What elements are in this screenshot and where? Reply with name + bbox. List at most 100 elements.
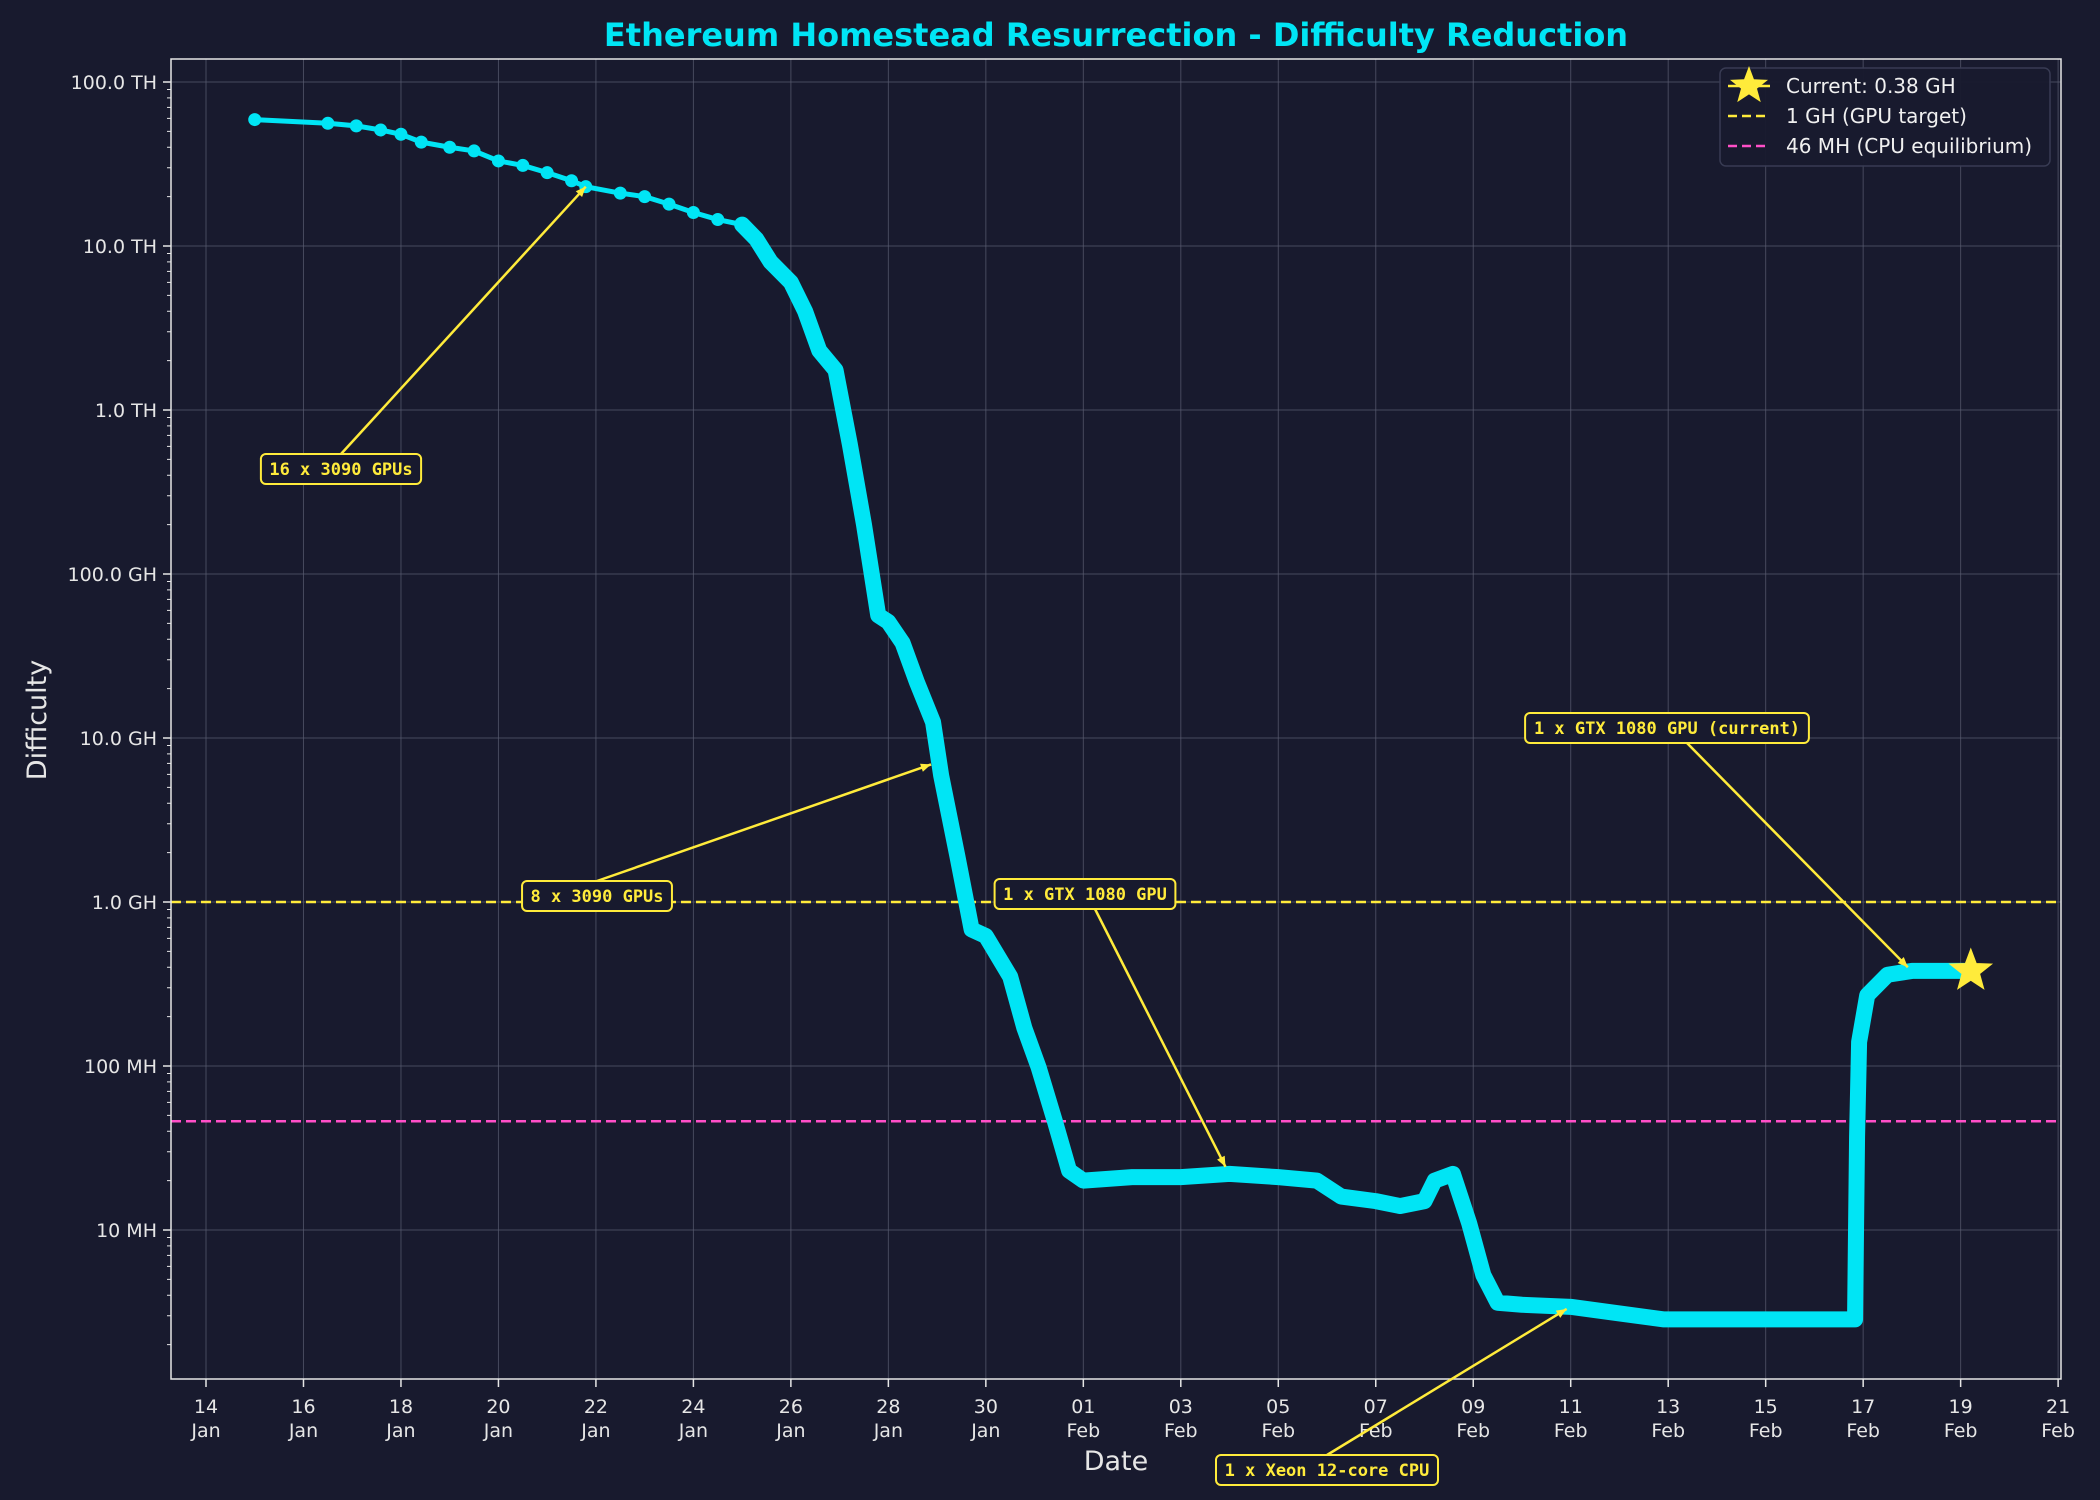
data-point — [1393, 1199, 1407, 1213]
data-point — [910, 675, 924, 689]
plot-frame — [170, 58, 2062, 1380]
data-point — [965, 922, 979, 936]
data-point — [1125, 1170, 1139, 1184]
data-point — [735, 218, 749, 232]
annotation-arrow — [1326, 1307, 1568, 1457]
data-point — [896, 636, 910, 650]
x-tick-label: Feb — [1456, 1420, 1490, 1442]
x-tick-label: Jan — [190, 1420, 220, 1442]
annotation-box — [1215, 1454, 1439, 1486]
legend-label: 1 GH (GPU target) — [1786, 104, 1967, 128]
x-tick-label: 01 — [1071, 1396, 1095, 1418]
x-tick-label: Feb — [1359, 1420, 1393, 1442]
x-tick-label: 17 — [1851, 1396, 1875, 1418]
annotation-arrowhead-icon — [1555, 1308, 1567, 1318]
y-axis-label: Difficulty — [22, 660, 53, 780]
y-tick-label: 10 MH — [96, 1220, 157, 1242]
x-tick-label: Feb — [1261, 1420, 1295, 1442]
grid — [171, 59, 2061, 1379]
data-point — [1564, 1300, 1578, 1314]
series-line-dense — [734, 216, 1979, 1328]
data-point — [349, 119, 363, 133]
y-tick-label: 100.0 GH — [68, 564, 157, 586]
data-point — [1428, 1174, 1442, 1188]
data-point — [798, 304, 812, 318]
annotation-arrowhead-icon — [575, 186, 586, 198]
x-axis-label: Date — [1084, 1446, 1149, 1477]
x-tick-label: Jan — [483, 1420, 513, 1442]
x-tick-label: 15 — [1754, 1396, 1778, 1418]
data-point — [1515, 1298, 1529, 1312]
annotation-box — [521, 880, 673, 912]
x-tick-label: Feb — [2041, 1420, 2075, 1442]
data-point — [491, 154, 505, 168]
data-point — [843, 437, 857, 451]
data-point — [1310, 1174, 1324, 1188]
annotation-arrow — [1686, 742, 1909, 969]
annotation-label: 8 x 3090 GPUs — [530, 887, 663, 907]
data-point — [1852, 1035, 1866, 1049]
x-tick-label: 24 — [681, 1396, 705, 1418]
x-tick-label: 28 — [876, 1396, 900, 1418]
data-point — [443, 140, 457, 154]
x-tick-label: Feb — [1066, 1420, 1100, 1442]
data-point — [764, 255, 778, 269]
difficulty-series — [248, 113, 1994, 1328]
x-tick-label: 26 — [779, 1396, 803, 1418]
data-point — [881, 615, 895, 629]
x-tick-label: Jan — [385, 1420, 415, 1442]
data-point — [749, 232, 763, 246]
y-tick-label: 10.0 GH — [80, 728, 157, 750]
data-point — [1017, 1021, 1031, 1035]
annotation-arrowhead-icon — [1217, 1155, 1226, 1167]
annotation-box — [1524, 712, 1810, 744]
data-point — [1174, 1170, 1188, 1184]
data-point — [565, 174, 579, 188]
data-point — [1491, 1296, 1505, 1310]
data-point — [248, 113, 262, 127]
data-point — [711, 213, 725, 227]
data-point — [926, 715, 940, 729]
x-tick-label: 19 — [1949, 1396, 1973, 1418]
data-point — [1032, 1060, 1046, 1074]
x-tick-label: Jan — [580, 1420, 610, 1442]
data-point — [784, 275, 798, 289]
data-point — [1476, 1268, 1490, 1282]
data-point — [1076, 1174, 1090, 1188]
x-tick-label: 20 — [486, 1396, 510, 1418]
data-point — [516, 158, 530, 172]
x-tick-label: 14 — [194, 1396, 218, 1418]
data-point — [1418, 1194, 1431, 1208]
annotation-label: 1 x GTX 1080 GPU — [1003, 885, 1167, 905]
data-point — [1334, 1190, 1348, 1204]
data-point — [1271, 1170, 1285, 1184]
data-point — [662, 197, 676, 211]
data-point — [829, 363, 843, 377]
x-tick-label: 21 — [2046, 1396, 2070, 1418]
x-tick-label: Jan — [288, 1420, 318, 1442]
legend-label: Current: 0.38 GH — [1786, 74, 1956, 98]
x-tick-label: 11 — [1559, 1396, 1583, 1418]
annotation-label: 1 x Xeon 12-core CPU — [1225, 1461, 1430, 1481]
legend-label: 46 MH (CPU equilibrium) — [1786, 134, 2032, 158]
data-point — [540, 166, 554, 180]
x-tick-label: 05 — [1266, 1396, 1290, 1418]
y-tick-label: 100 MH — [84, 1056, 157, 1078]
annotation-label: 1 x GTX 1080 GPU (current) — [1534, 719, 1800, 739]
data-point — [1062, 1164, 1076, 1178]
data-point — [321, 116, 335, 130]
data-point — [1850, 1130, 1864, 1144]
data-point — [812, 344, 826, 358]
data-point — [1612, 1306, 1626, 1320]
x-tick-label: Feb — [1944, 1420, 1978, 1442]
x-tick-label: Feb — [1554, 1420, 1588, 1442]
x-tick-label: Feb — [1651, 1420, 1685, 1442]
x-tick-label: Feb — [1846, 1420, 1880, 1442]
data-point — [1446, 1167, 1460, 1181]
data-point — [613, 186, 627, 200]
reference-lines — [171, 900, 2061, 1123]
x-tick-label: Jan — [775, 1420, 805, 1442]
data-point — [1860, 988, 1874, 1002]
x-tick-label: Jan — [873, 1420, 903, 1442]
data-point — [950, 849, 964, 863]
